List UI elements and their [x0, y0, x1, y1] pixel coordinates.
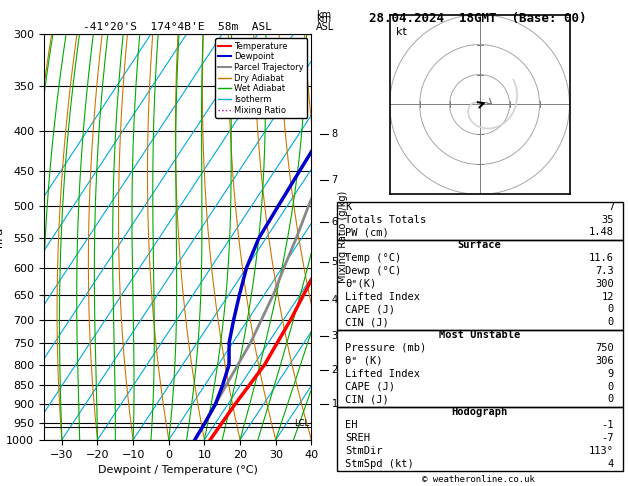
Text: CIN (J): CIN (J) — [345, 317, 389, 327]
Text: Surface: Surface — [458, 240, 501, 250]
Text: LCL: LCL — [294, 419, 309, 428]
Text: Totals Totals: Totals Totals — [345, 214, 426, 225]
Text: 0: 0 — [608, 382, 614, 392]
Text: -7: -7 — [601, 433, 614, 443]
Text: 4: 4 — [331, 295, 338, 305]
Bar — [337, 407, 623, 471]
Text: 5: 5 — [331, 257, 338, 267]
Text: 1.48: 1.48 — [589, 227, 614, 237]
Text: CAPE (J): CAPE (J) — [345, 382, 395, 392]
Text: 7: 7 — [608, 202, 614, 212]
Text: θᵉ (K): θᵉ (K) — [345, 356, 382, 366]
Text: Dewp (°C): Dewp (°C) — [345, 266, 401, 276]
Text: StmSpd (kt): StmSpd (kt) — [345, 459, 414, 469]
Text: 3: 3 — [331, 331, 338, 341]
Text: Temp (°C): Temp (°C) — [345, 253, 401, 263]
Text: 4: 4 — [608, 459, 614, 469]
Text: EH: EH — [345, 420, 358, 430]
Legend: Temperature, Dewpoint, Parcel Trajectory, Dry Adiabat, Wet Adiabat, Isotherm, Mi: Temperature, Dewpoint, Parcel Trajectory… — [215, 38, 307, 118]
Text: -1: -1 — [601, 420, 614, 430]
Text: 0: 0 — [608, 304, 614, 314]
Text: Hodograph: Hodograph — [452, 407, 508, 417]
Bar — [337, 330, 623, 407]
Text: K: K — [345, 202, 352, 212]
Text: 7: 7 — [331, 174, 338, 185]
Text: Mixing Ratio (g/kg): Mixing Ratio (g/kg) — [338, 191, 348, 283]
Text: PW (cm): PW (cm) — [345, 227, 389, 237]
Text: StmDir: StmDir — [345, 446, 382, 456]
Text: Lifted Index: Lifted Index — [345, 292, 420, 302]
Text: 12: 12 — [601, 292, 614, 302]
Text: 750: 750 — [596, 343, 614, 353]
Text: 6: 6 — [331, 217, 338, 227]
Bar — [337, 202, 623, 240]
Text: 1: 1 — [331, 399, 338, 409]
Text: 11.6: 11.6 — [589, 253, 614, 263]
Text: Pressure (mb): Pressure (mb) — [345, 343, 426, 353]
Text: Most Unstable: Most Unstable — [439, 330, 520, 340]
Text: 9: 9 — [608, 369, 614, 379]
X-axis label: Dewpoint / Temperature (°C): Dewpoint / Temperature (°C) — [97, 465, 258, 475]
Text: 113°: 113° — [589, 446, 614, 456]
Text: CAPE (J): CAPE (J) — [345, 304, 395, 314]
Text: km
ASL: km ASL — [316, 10, 335, 32]
Text: 2: 2 — [331, 365, 338, 376]
Text: 0: 0 — [608, 317, 614, 327]
Text: 7.3: 7.3 — [596, 266, 614, 276]
Text: km: km — [316, 14, 331, 24]
Text: Lifted Index: Lifted Index — [345, 369, 420, 379]
Text: SREH: SREH — [345, 433, 370, 443]
Text: CIN (J): CIN (J) — [345, 394, 389, 404]
Title: -41°20'S  174°4B'E  58m  ASL: -41°20'S 174°4B'E 58m ASL — [83, 22, 272, 32]
Bar — [337, 240, 623, 330]
Text: θᵉ(K): θᵉ(K) — [345, 279, 376, 289]
Text: 8: 8 — [331, 129, 338, 139]
Text: 28.04.2024  18GMT  (Base: 00): 28.04.2024 18GMT (Base: 00) — [369, 12, 587, 25]
Text: 300: 300 — [596, 279, 614, 289]
Text: 35: 35 — [601, 214, 614, 225]
Text: © weatheronline.co.uk: © weatheronline.co.uk — [421, 474, 535, 484]
Text: 0: 0 — [608, 394, 614, 404]
Text: kt: kt — [396, 27, 406, 36]
Y-axis label: hPa: hPa — [0, 227, 4, 247]
Text: 306: 306 — [596, 356, 614, 366]
